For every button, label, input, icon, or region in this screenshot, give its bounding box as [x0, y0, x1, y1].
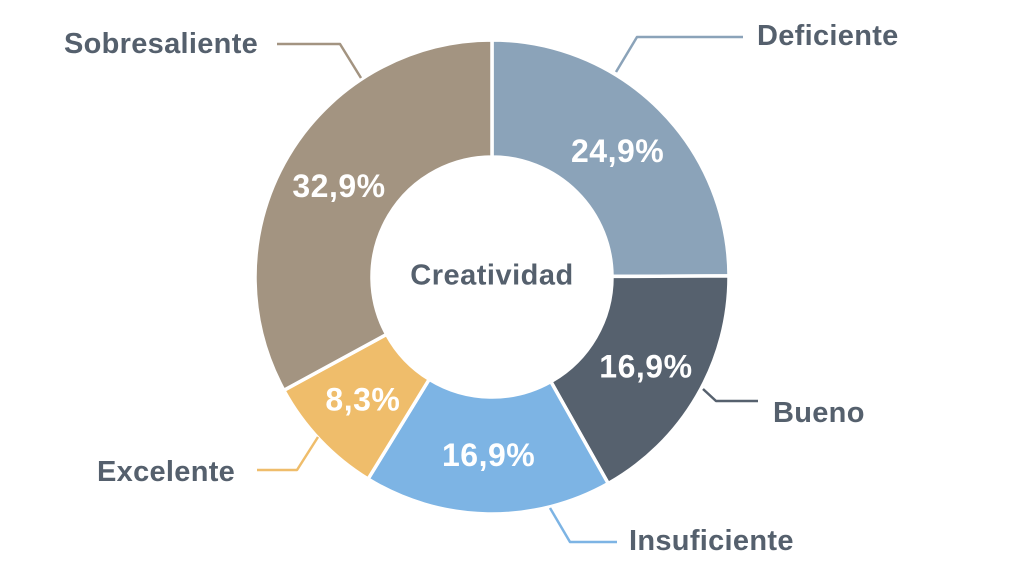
- donut-slices-group: 24,9% 16,9% 16,9% 8,3% 32,9%: [253, 38, 731, 516]
- leader-line-insuficiente: [548, 507, 617, 544]
- donut-slice-sobresaliente: [253, 38, 494, 393]
- leader-line-bueno: [702, 388, 758, 403]
- slice-label-excelente: Excelente: [97, 456, 236, 488]
- leader-line-excelente: [257, 436, 320, 472]
- slice-percent-deficiente: 24,9%: [571, 133, 664, 169]
- slice-label-sobresaliente: Sobresaliente: [64, 28, 259, 60]
- chart-center-title: Creatividad: [410, 259, 574, 292]
- slice-label-insuficiente: Insuficiente: [629, 525, 794, 557]
- donut-slice-bueno: [549, 274, 731, 486]
- slice-percent-excelente: 8,3%: [325, 382, 400, 418]
- leader-line-deficiente: [614, 35, 743, 73]
- leader-lines-group: [257, 35, 758, 544]
- leader-line-sobresaliente: [277, 42, 363, 79]
- slice-label-bueno: Bueno: [773, 397, 865, 429]
- slice-label-deficiente: Deficiente: [757, 20, 899, 52]
- slice-percent-sobresaliente: 32,9%: [292, 168, 385, 204]
- donut-slice-insuficiente: [366, 377, 610, 516]
- donut-slice-deficiente: [490, 38, 731, 279]
- slice-percent-bueno: 16,9%: [599, 349, 692, 385]
- slice-percent-insuficiente: 16,9%: [442, 437, 535, 473]
